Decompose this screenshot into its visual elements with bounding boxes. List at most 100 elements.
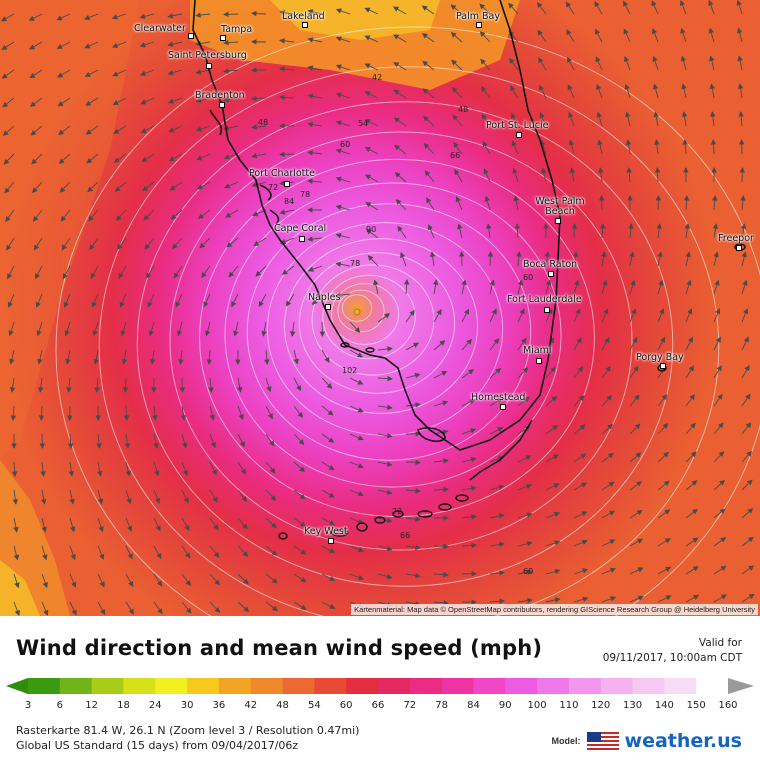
city-marker — [325, 304, 331, 310]
wind-arrow — [426, 197, 435, 211]
wind-arrow — [196, 153, 211, 161]
wind-arrow — [377, 433, 393, 439]
wind-arrow — [349, 405, 364, 413]
wind-arrow — [681, 111, 688, 127]
scale-swatch — [218, 678, 252, 694]
wind-arrow — [713, 537, 727, 547]
wind-arrow — [179, 377, 186, 393]
wind-arrow — [545, 425, 559, 435]
wind-arrow — [111, 41, 127, 48]
wind-arrow — [293, 517, 307, 527]
wind-arrow — [433, 571, 449, 578]
wind-arrow — [208, 377, 214, 393]
wind-arrow — [349, 349, 364, 358]
wind-arrow — [335, 232, 351, 239]
wind-arrow — [335, 148, 351, 155]
wind-arrow — [9, 377, 16, 393]
brand[interactable]: Model: weather.us — [552, 730, 742, 752]
city-marker — [188, 33, 194, 39]
wind-arrow — [709, 55, 715, 71]
wind-arrow — [113, 125, 127, 134]
wind-arrow — [489, 279, 495, 295]
wind-arrow — [625, 111, 631, 127]
wind-arrow — [685, 336, 693, 351]
wind-arrow — [265, 517, 277, 529]
wind-arrow — [629, 481, 643, 491]
wind-arrow — [377, 346, 393, 352]
wind-arrow — [251, 124, 267, 130]
wind-arrow — [167, 69, 183, 76]
wind-arrow — [209, 601, 221, 613]
wind-arrow — [223, 96, 239, 103]
wind-arrow — [265, 489, 277, 501]
wind-arrow — [203, 293, 211, 308]
wind-arrow — [517, 541, 533, 547]
wind-arrow — [685, 451, 697, 463]
wind-arrow — [181, 489, 189, 504]
contour-label: 60 — [523, 273, 533, 282]
wind-arrow — [69, 489, 75, 505]
wind-arrow — [209, 517, 219, 531]
wind-arrow — [545, 511, 560, 519]
wind-arrow — [450, 32, 463, 43]
keys-islands — [278, 243, 746, 540]
wind-arrow — [32, 209, 43, 222]
wind-arrow — [680, 27, 687, 43]
wind-arrow — [483, 168, 491, 183]
wind-arrow — [405, 309, 415, 323]
wind-arrow — [482, 140, 491, 155]
wind-arrow — [489, 484, 505, 491]
wind-arrow — [629, 423, 641, 435]
wind-arrow — [195, 69, 211, 75]
wind-arrow — [566, 29, 575, 43]
wind-arrow — [115, 209, 127, 221]
wind-arrow — [394, 144, 407, 155]
wind-arrow — [461, 428, 477, 435]
wind-arrow — [568, 139, 575, 155]
wind-arrow — [223, 68, 239, 74]
wind-arrow — [349, 321, 361, 333]
wind-arrow — [151, 377, 157, 394]
wind-arrow — [461, 542, 477, 549]
wind-arrow — [9, 349, 15, 365]
wind-arrow — [405, 431, 422, 437]
wind-arrow — [204, 321, 211, 337]
wind-arrow — [741, 450, 753, 463]
wind-arrow — [251, 181, 267, 188]
wind-arrow — [11, 433, 17, 450]
wind-arrow — [571, 223, 578, 239]
isotach-line — [298, 252, 456, 394]
wind-arrow — [629, 567, 644, 575]
wind-arrow — [5, 209, 15, 223]
wind-arrow — [657, 251, 663, 267]
wind-arrow — [405, 488, 421, 494]
wind-arrow — [601, 596, 617, 603]
weather-us-logo[interactable]: weather.us — [624, 730, 742, 752]
wind-arrow — [400, 251, 407, 267]
wind-arrow — [489, 598, 505, 605]
wind-map[interactable]: 42 48 48 54 60 66 72 78 84 90 78 102 60 72 66 60 Clearw… — [0, 0, 760, 616]
wind-arrow — [349, 489, 364, 497]
wind-arrow — [181, 433, 188, 449]
wind-arrow — [538, 57, 547, 71]
wind-arrow — [479, 3, 491, 15]
wind-arrow — [58, 125, 71, 136]
wind-arrow — [206, 349, 213, 365]
wind-arrow — [13, 573, 20, 589]
wind-arrow — [627, 194, 633, 211]
wind-arrow — [307, 9, 323, 15]
city-marker — [219, 102, 225, 108]
scale-tick-label: 90 — [498, 700, 512, 711]
wind-arrow — [89, 237, 99, 251]
city-marker — [476, 22, 482, 28]
model-info: Global US Standard (15 days) from 09/04/… — [16, 739, 299, 752]
wind-arrow — [209, 573, 220, 586]
wind-arrow — [453, 141, 463, 155]
wind-arrow — [422, 60, 435, 71]
wind-arrow — [171, 237, 183, 250]
wind-arrow — [4, 181, 15, 194]
wind-arrow — [461, 308, 469, 323]
wind-arrow — [572, 251, 579, 267]
wind-arrow — [594, 1, 603, 15]
wind-arrow — [713, 422, 724, 435]
